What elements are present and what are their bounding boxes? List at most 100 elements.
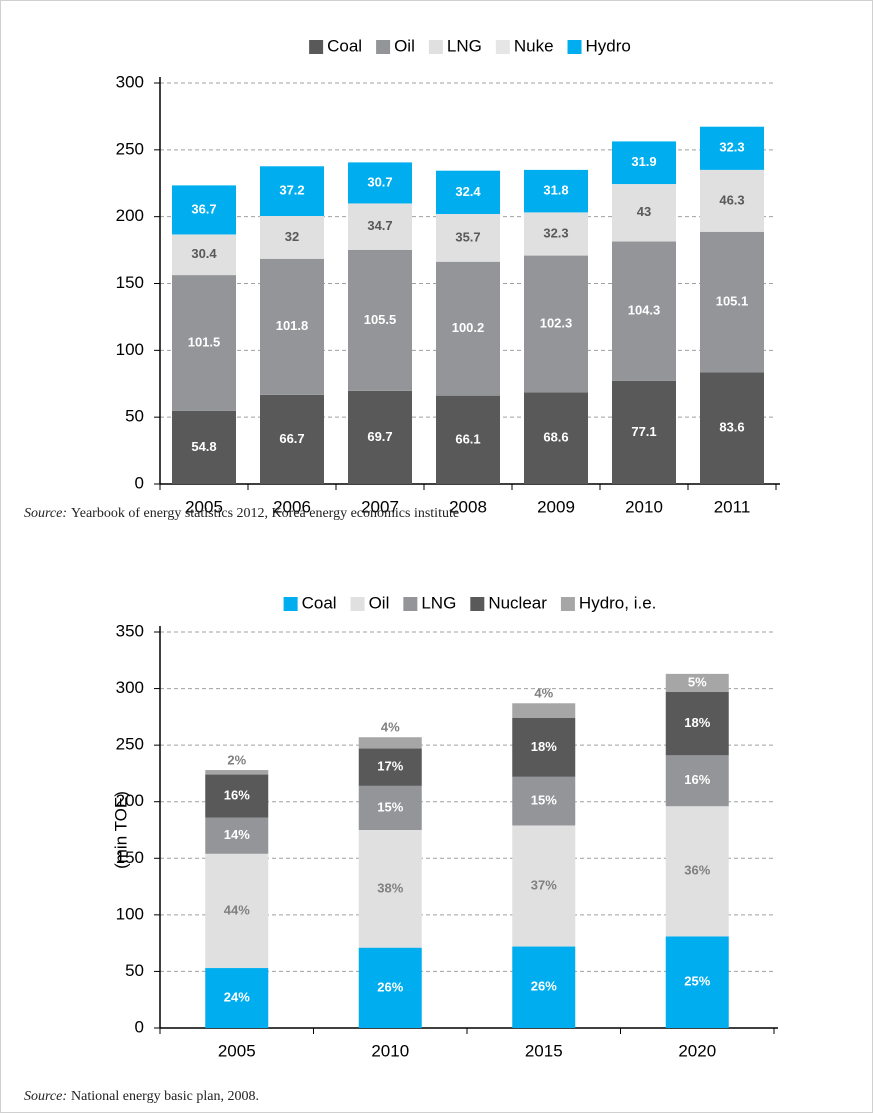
- value-label: 105.1: [716, 293, 749, 308]
- bar-segment: [205, 770, 269, 775]
- bar-segment: [348, 390, 412, 484]
- source-label: Source:: [24, 1089, 67, 1104]
- value-label: 36.7: [191, 201, 216, 216]
- bar-segment: [524, 212, 588, 256]
- bar-segment: [358, 785, 422, 830]
- y-axis-label: (min TOE): [111, 791, 130, 869]
- x-tick-label: 2020: [678, 1041, 716, 1060]
- bar-segment: [524, 255, 588, 393]
- bar-segment: [436, 213, 500, 262]
- bar-segment: [260, 166, 324, 216]
- value-label: 32: [285, 229, 299, 244]
- y-tick-label: 50: [125, 407, 144, 426]
- value-label: 36%: [684, 863, 710, 878]
- legend-label: Nuclear: [488, 593, 547, 612]
- value-label: 2%: [227, 752, 246, 767]
- x-tick-label: 2011: [714, 497, 751, 516]
- y-tick-label: 150: [116, 273, 144, 292]
- bar-segment: [260, 258, 324, 395]
- bar-segment: [612, 184, 676, 242]
- legend: Coal Oil LNG Nuclear Hydro, i.e.: [283, 593, 656, 612]
- y-tick-label: 350: [116, 621, 144, 640]
- bar-segment: [348, 203, 412, 250]
- value-label: 38%: [377, 880, 403, 895]
- value-label: 100.2: [452, 320, 485, 335]
- value-label: 16%: [684, 772, 710, 787]
- x-tick-label: 2015: [525, 1041, 563, 1060]
- legend-swatch: [350, 597, 365, 611]
- y-tick-label: 300: [116, 72, 144, 91]
- legend-label: Oil: [369, 593, 390, 612]
- value-label: 68.6: [543, 430, 568, 445]
- legend-swatch: [283, 597, 298, 611]
- value-label: 104.3: [628, 303, 661, 318]
- value-label: 15%: [377, 799, 403, 814]
- value-label: 30.4: [191, 246, 217, 261]
- y-tick-label: 100: [116, 340, 144, 359]
- bar-segment: [524, 169, 588, 213]
- value-label: 77.1: [631, 424, 656, 439]
- bar-segment: [512, 776, 576, 826]
- bar-segment: [700, 231, 764, 373]
- bar-segment: [700, 169, 764, 232]
- source-note: Source: National energy basic plan, 2008.: [24, 1089, 259, 1104]
- value-label: 30.7: [367, 174, 392, 189]
- bar-segment: [358, 947, 422, 1028]
- bar-segment: [512, 825, 576, 947]
- value-label: 32.3: [719, 140, 744, 155]
- source-text: National energy basic plan, 2008.: [71, 1089, 259, 1104]
- value-label: 25%: [684, 974, 710, 989]
- y-tick-label: 300: [116, 678, 144, 697]
- bar-segment: [205, 968, 269, 1028]
- value-label: 32.3: [543, 225, 568, 240]
- x-tick-label: 2005: [185, 497, 223, 516]
- x-tick-label: 2007: [361, 497, 399, 516]
- x-tick-label: 2006: [273, 497, 311, 516]
- bar-segment: [348, 249, 412, 391]
- value-label: 54.8: [191, 439, 216, 454]
- legend-label: Coal: [302, 593, 337, 612]
- bar-segment: [436, 395, 500, 484]
- legend-swatch: [428, 40, 443, 54]
- y-tick-label: 250: [116, 735, 144, 754]
- x-tick-label: 2009: [537, 497, 575, 516]
- bar-segment: [172, 410, 236, 484]
- bar-segment: [665, 691, 729, 756]
- value-label: 34.7: [367, 218, 392, 233]
- source-note: Source: Yearbook of energy statistics 201…: [24, 506, 459, 521]
- y-tick-label: 250: [116, 139, 144, 158]
- legend-swatch: [495, 40, 510, 54]
- y-tick-label: 200: [116, 206, 144, 225]
- bar-segment: [512, 703, 576, 718]
- y-tick-label: 200: [116, 791, 144, 810]
- legend-swatch: [309, 40, 324, 54]
- bar-segment: [612, 241, 676, 381]
- bar-segment: [665, 755, 729, 807]
- x-tick-label: 2005: [218, 1041, 256, 1060]
- value-label: 18%: [531, 739, 557, 754]
- bar-segment: [172, 185, 236, 235]
- bar-segment: [512, 946, 576, 1028]
- value-label: 37%: [531, 877, 557, 892]
- legend-label: LNG: [421, 593, 456, 612]
- legend-swatch: [567, 40, 582, 54]
- bar-segment: [172, 234, 236, 276]
- bar-segment: [172, 275, 236, 411]
- value-label: 17%: [377, 759, 403, 774]
- bar-segment: [205, 817, 269, 854]
- value-label: 69.7: [367, 429, 392, 444]
- value-label: 4%: [381, 720, 400, 735]
- value-label: 32.4: [455, 184, 481, 199]
- source-text: Yearbook of energy statistics 2012, Kore…: [71, 506, 459, 521]
- bar-segment: [700, 372, 764, 484]
- x-tick-label: 2010: [371, 1041, 409, 1060]
- bar-segment: [260, 215, 324, 259]
- y-tick-label: 150: [116, 848, 144, 867]
- bar-segment: [524, 392, 588, 484]
- value-label: 43: [637, 204, 651, 219]
- value-label: 4%: [534, 686, 553, 701]
- value-label: 18%: [684, 715, 710, 730]
- value-label: 66.1: [455, 431, 480, 446]
- bar-segment: [612, 141, 676, 185]
